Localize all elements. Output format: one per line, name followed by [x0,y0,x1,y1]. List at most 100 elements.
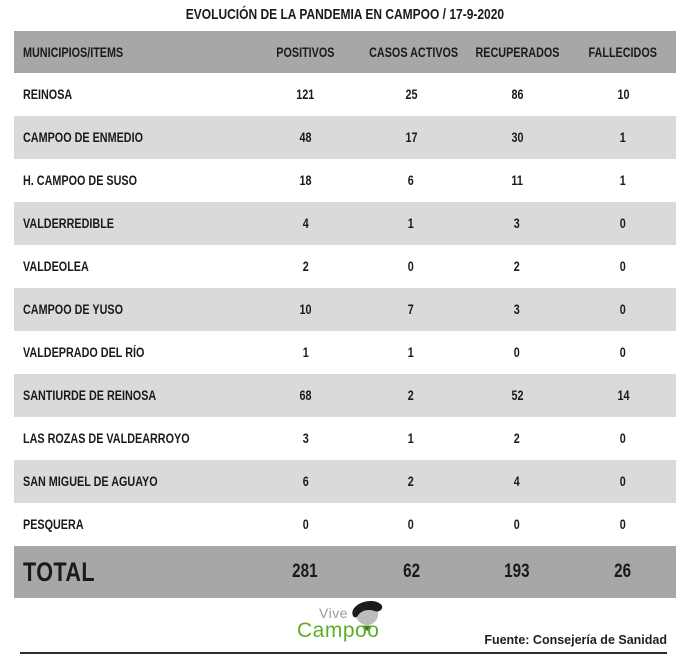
recuperados-cell: 30 [464,116,570,159]
fallecidos-value: 0 [620,302,627,317]
casos-activos-cell: 25 [358,73,464,116]
table-header-row: MUNICIPIOS/ITEMS POSITIVOS CASOS ACTIVOS… [14,31,676,73]
casos-activos-value: 7 [408,302,415,317]
fallecidos-value: 0 [620,216,627,231]
col-header-casos-activos: CASOS ACTIVOS [358,31,464,73]
recuperados-value: 0 [514,345,521,360]
recuperados-value: 52 [511,388,524,403]
positivos-value: 121 [296,87,315,102]
casos-activos-cell: 2 [358,460,464,503]
table-row: H. CAMPOO DE SUSO 18 6 11 1 [14,159,676,202]
municipio-cell: VALDERREDIBLE [14,202,252,245]
fallecidos-cell: 0 [570,460,676,503]
casos-activos-value: 1 [408,345,415,360]
fallecidos-cell: 0 [570,503,676,546]
positivos-value: 48 [299,130,312,145]
municipio-cell: VALDEPRADO DEL RÍO [14,331,252,374]
recuperados-cell: 3 [464,288,570,331]
fallecidos-value: 14 [617,388,630,403]
positivos-value: 10 [299,302,312,317]
positivos-value: 2 [302,259,309,274]
table-row: SANTIURDE DE REINOSA 68 2 52 14 [14,374,676,417]
recuperados-cell: 86 [464,73,570,116]
municipio-cell: VALDEOLEA [14,245,252,288]
table-row: PESQUERA 0 0 0 0 [14,503,676,546]
casos-activos-cell: 1 [358,417,464,460]
source-text: Fuente: Consejería de Sanidad [484,633,667,647]
logo-campoo-text: Campoo [297,619,380,642]
total-fallecidos-value: 26 [614,561,632,582]
table-body: REINOSA 121 25 86 10 CAMPOO DE ENMEDIO 4… [14,73,676,546]
municipio-cell: H. CAMPOO DE SUSO [14,159,252,202]
municipio-cell: REINOSA [14,73,252,116]
casos-activos-cell: 17 [358,116,464,159]
fallecidos-value: 0 [620,474,627,489]
table-row: REINOSA 121 25 86 10 [14,73,676,116]
table-row: VALDEOLEA 2 0 2 0 [14,245,676,288]
fallecidos-cell: 0 [570,245,676,288]
positivos-cell: 1 [252,331,358,374]
total-positivos-value: 281 [292,561,318,582]
casos-activos-cell: 0 [358,503,464,546]
positivos-cell: 48 [252,116,358,159]
casos-activos-cell: 1 [358,202,464,245]
pandemic-table: MUNICIPIOS/ITEMS POSITIVOS CASOS ACTIVOS… [14,31,676,598]
total-positivos-cell: 281 [252,546,358,598]
table-row: SAN MIGUEL DE AGUAYO 6 2 4 0 [14,460,676,503]
positivos-cell: 18 [252,159,358,202]
total-recuperados-value: 193 [504,561,530,582]
col-header-positivos: POSITIVOS [252,31,358,73]
casos-activos-cell: 1 [358,331,464,374]
fallecidos-cell: 0 [570,288,676,331]
positivos-cell: 10 [252,288,358,331]
positivos-cell: 121 [252,73,358,116]
positivos-value: 3 [302,431,309,446]
table-row: CAMPOO DE ENMEDIO 48 17 30 1 [14,116,676,159]
recuperados-cell: 0 [464,331,570,374]
casos-activos-cell: 7 [358,288,464,331]
municipio-name: SAN MIGUEL DE AGUAYO [23,474,158,489]
recuperados-cell: 4 [464,460,570,503]
casos-activos-value: 0 [408,259,415,274]
positivos-cell: 4 [252,202,358,245]
positivos-cell: 0 [252,503,358,546]
recuperados-cell: 11 [464,159,570,202]
col-header-fallecidos: FALLECIDOS [570,31,676,73]
municipio-cell: SAN MIGUEL DE AGUAYO [14,460,252,503]
positivos-cell: 6 [252,460,358,503]
casos-activos-value: 17 [405,130,418,145]
municipio-name: PESQUERA [23,517,84,532]
recuperados-value: 0 [514,517,521,532]
table-row: VALDERREDIBLE 4 1 3 0 [14,202,676,245]
total-fallecidos-cell: 26 [570,546,676,598]
recuperados-value: 11 [511,173,523,188]
municipio-cell: CAMPOO DE YUSO [14,288,252,331]
total-casos-activos-cell: 62 [358,546,464,598]
fallecidos-cell: 14 [570,374,676,417]
municipio-name: REINOSA [23,87,73,102]
total-recuperados-cell: 193 [464,546,570,598]
recuperados-value: 3 [514,216,521,231]
col-header-recuperados: RECUPERADOS [464,31,570,73]
fallecidos-value: 0 [620,517,627,532]
municipio-name: VALDERREDIBLE [23,216,115,231]
positivos-cell: 2 [252,245,358,288]
fallecidos-cell: 0 [570,202,676,245]
fallecidos-value: 1 [620,130,627,145]
recuperados-cell: 2 [464,245,570,288]
positivos-value: 68 [299,388,312,403]
col-header-fallecidos-label: FALLECIDOS [588,44,658,60]
fallecidos-cell: 10 [570,73,676,116]
col-header-municipios-label: MUNICIPIOS/ITEMS [23,44,124,60]
col-header-casos-activos-label: CASOS ACTIVOS [369,44,459,60]
fallecidos-value: 0 [620,431,627,446]
vive-campoo-heart-icon [352,600,383,632]
municipio-name: LAS ROZAS DE VALDEARROYO [23,431,190,446]
recuperados-value: 86 [511,87,524,102]
recuperados-value: 30 [511,130,524,145]
table-row: CAMPOO DE YUSO 10 7 3 0 [14,288,676,331]
fallecidos-cell: 0 [570,417,676,460]
logo-vive-text: Vive [319,605,348,621]
table-row: VALDEPRADO DEL RÍO 1 1 0 0 [14,331,676,374]
